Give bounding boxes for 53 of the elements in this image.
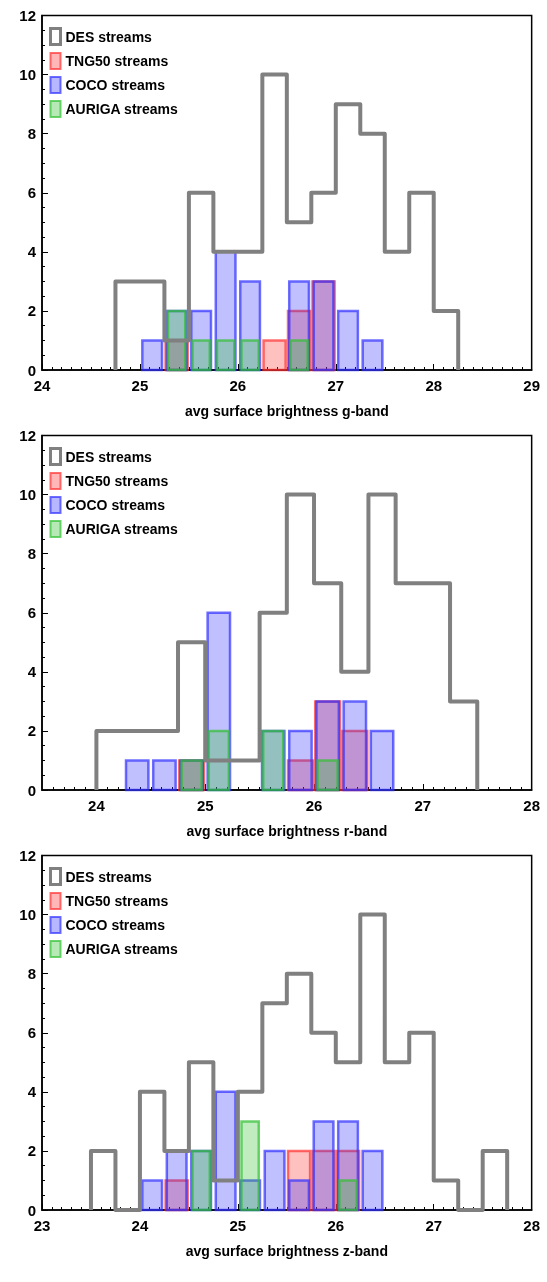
legend-label: AURIGA streams	[65, 101, 179, 117]
legend-label: COCO streams	[65, 77, 166, 93]
y-tick-label: 0	[27, 781, 36, 799]
legend-label: COCO streams	[65, 497, 166, 513]
x-tick-label: 24	[33, 377, 51, 394]
x-tick-label: 26	[305, 797, 323, 814]
y-tick-label: 10	[19, 906, 36, 924]
legend-label: DES streams	[65, 448, 153, 465]
x-tick-label: 25	[229, 1217, 247, 1234]
y-tick-label: 4	[27, 243, 37, 261]
x-tick-label: 28	[523, 797, 540, 814]
x-tick-label: 24	[131, 1217, 149, 1234]
x-tick-label: 26	[327, 1217, 345, 1234]
x-tick-label: 25	[196, 797, 214, 814]
legend-label: TNG50 streams	[65, 893, 169, 909]
y-tick-label: 12	[19, 427, 36, 444]
y-tick-label: 4	[27, 1083, 37, 1101]
y-tick-label: 6	[27, 1024, 36, 1042]
x-axis-title: avg surface brightness g-band	[184, 403, 389, 419]
x-tick-label: 26	[229, 377, 247, 394]
x-tick-label: 27	[414, 797, 432, 814]
y-tick-label: 4	[27, 663, 37, 681]
x-tick-label: 23	[33, 1217, 51, 1234]
x-tick-label: 25	[131, 377, 149, 394]
x-tick-label: 24	[88, 797, 106, 814]
legend-label: DES streams	[65, 28, 153, 45]
y-tick-label: 2	[27, 722, 36, 740]
y-tick-label: 10	[19, 66, 36, 84]
y-tick-label: 6	[27, 184, 36, 202]
x-axis-title: avg surface brightness z-band	[185, 1243, 388, 1259]
x-axis-title: avg surface brightness r-band	[186, 823, 388, 839]
legend-label: AURIGA streams	[65, 521, 179, 537]
legend-label: COCO streams	[65, 917, 166, 933]
x-tick-label: 27	[425, 1217, 443, 1234]
y-tick-label: 0	[27, 361, 36, 379]
y-tick-label: 8	[27, 965, 36, 983]
y-tick-label: 12	[19, 7, 36, 24]
y-tick-label: 6	[27, 604, 36, 622]
x-tick-label: 29	[523, 377, 540, 394]
y-tick-label: 8	[27, 545, 36, 563]
x-tick-label: 28	[523, 1217, 540, 1234]
y-tick-label: 10	[19, 486, 36, 504]
legend-label: TNG50 streams	[65, 473, 169, 489]
y-tick-label: 8	[27, 125, 36, 143]
y-tick-label: 2	[27, 1142, 36, 1160]
x-tick-label: 28	[425, 377, 443, 394]
y-tick-label: 0	[27, 1201, 36, 1219]
x-tick-label: 27	[327, 377, 345, 394]
legend-label: AURIGA streams	[65, 941, 179, 957]
legend-label: TNG50 streams	[65, 53, 169, 69]
y-tick-label: 12	[19, 847, 36, 864]
legend-label: DES streams	[65, 868, 153, 885]
y-tick-label: 2	[27, 302, 36, 320]
